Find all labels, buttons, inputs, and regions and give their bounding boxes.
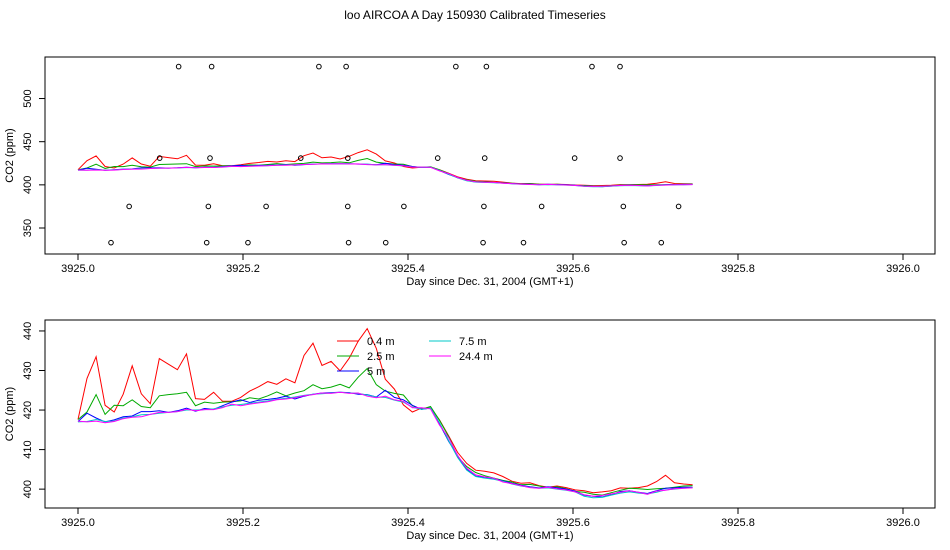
data-point: [205, 203, 212, 210]
plot-frame-2: [44, 319, 936, 509]
data-point: [316, 63, 322, 70]
legend-label: 0.4 m: [367, 336, 395, 348]
y-axis-label: CO2 (ppm): [4, 128, 16, 182]
data-point: [617, 63, 623, 70]
x-tick-label: 3926.0: [886, 517, 920, 529]
x-tick-label: 3925.8: [721, 517, 755, 529]
data-point: [203, 239, 210, 246]
series-line-2-5-m: [77, 367, 693, 496]
series-line-7-5-m: [77, 391, 693, 499]
series-line-2-5-m: [77, 157, 693, 187]
data-point: [343, 63, 349, 70]
y-tick-label: 400: [22, 176, 34, 194]
y-tick-label: 430: [22, 361, 34, 379]
data-point: [108, 239, 114, 246]
data-point: [481, 203, 487, 210]
data-point: [589, 63, 595, 70]
legend-label: 5 m: [367, 366, 385, 378]
x-tick-label: 3926.0: [886, 263, 920, 275]
x-tick-label: 3925.0: [61, 263, 95, 275]
data-point: [571, 155, 578, 161]
page-title: loo AIRCOA A Day 150930 Calibrated Times…: [344, 8, 606, 22]
data-point: [156, 155, 163, 161]
data-point: [207, 155, 213, 161]
data-point: [382, 239, 389, 246]
x-tick-label: 3925.6: [556, 263, 590, 275]
series-line-24-4-m: [77, 391, 693, 497]
series-line-5-m: [77, 389, 693, 498]
data-point: [344, 203, 351, 210]
data-point: [483, 63, 490, 70]
data-point: [538, 203, 545, 210]
x-tick-label: 3925.8: [721, 263, 755, 275]
x-axis-label: Day since Dec. 31, 2004 (GMT+1): [406, 276, 573, 288]
x-axis-label: Day since Dec. 31, 2004 (GMT+1): [406, 530, 573, 542]
y-axis-label: CO2 (ppm): [4, 387, 16, 441]
data-point: [675, 203, 682, 210]
data-point: [658, 239, 665, 246]
data-point: [481, 155, 488, 161]
x-tick-label: 3925.2: [226, 263, 260, 275]
y-tick-label: 420: [22, 401, 34, 419]
data-point: [245, 239, 251, 246]
series-line-5-m: [77, 162, 693, 188]
data-point: [520, 239, 527, 246]
x-tick-label: 3925.2: [226, 517, 260, 529]
y-tick-label: 440: [22, 322, 34, 340]
x-tick-label: 3925.4: [391, 263, 425, 275]
y-tick-label: 350: [22, 219, 34, 237]
series-line-7-5-m: [77, 163, 693, 188]
x-tick-label: 3925.0: [61, 517, 95, 529]
data-point: [263, 203, 269, 210]
data-point: [345, 239, 352, 246]
series-line-0-4-m: [77, 327, 693, 494]
data-point: [208, 63, 215, 70]
x-tick-label: 3925.4: [391, 517, 425, 529]
data-point: [175, 63, 182, 70]
series-line-24-4-m: [77, 163, 693, 187]
data-point: [620, 203, 627, 210]
data-point: [434, 155, 441, 161]
y-tick-label: 400: [22, 480, 34, 498]
data-point: [617, 155, 623, 161]
data-point: [401, 203, 407, 210]
y-tick-label: 500: [22, 89, 34, 107]
legend-label: 2.5 m: [367, 351, 395, 363]
legend-label: 24.4 m: [459, 351, 493, 363]
data-point: [126, 203, 132, 210]
data-point: [453, 63, 459, 70]
x-tick-label: 3925.6: [556, 517, 590, 529]
legend-label: 7.5 m: [459, 336, 487, 348]
data-point: [480, 239, 486, 246]
data-point: [621, 239, 627, 246]
data-point: [297, 155, 304, 161]
data-point: [344, 155, 351, 161]
y-tick-label: 410: [22, 440, 34, 458]
plot-frame-1: [44, 56, 936, 255]
y-tick-label: 450: [22, 133, 34, 151]
